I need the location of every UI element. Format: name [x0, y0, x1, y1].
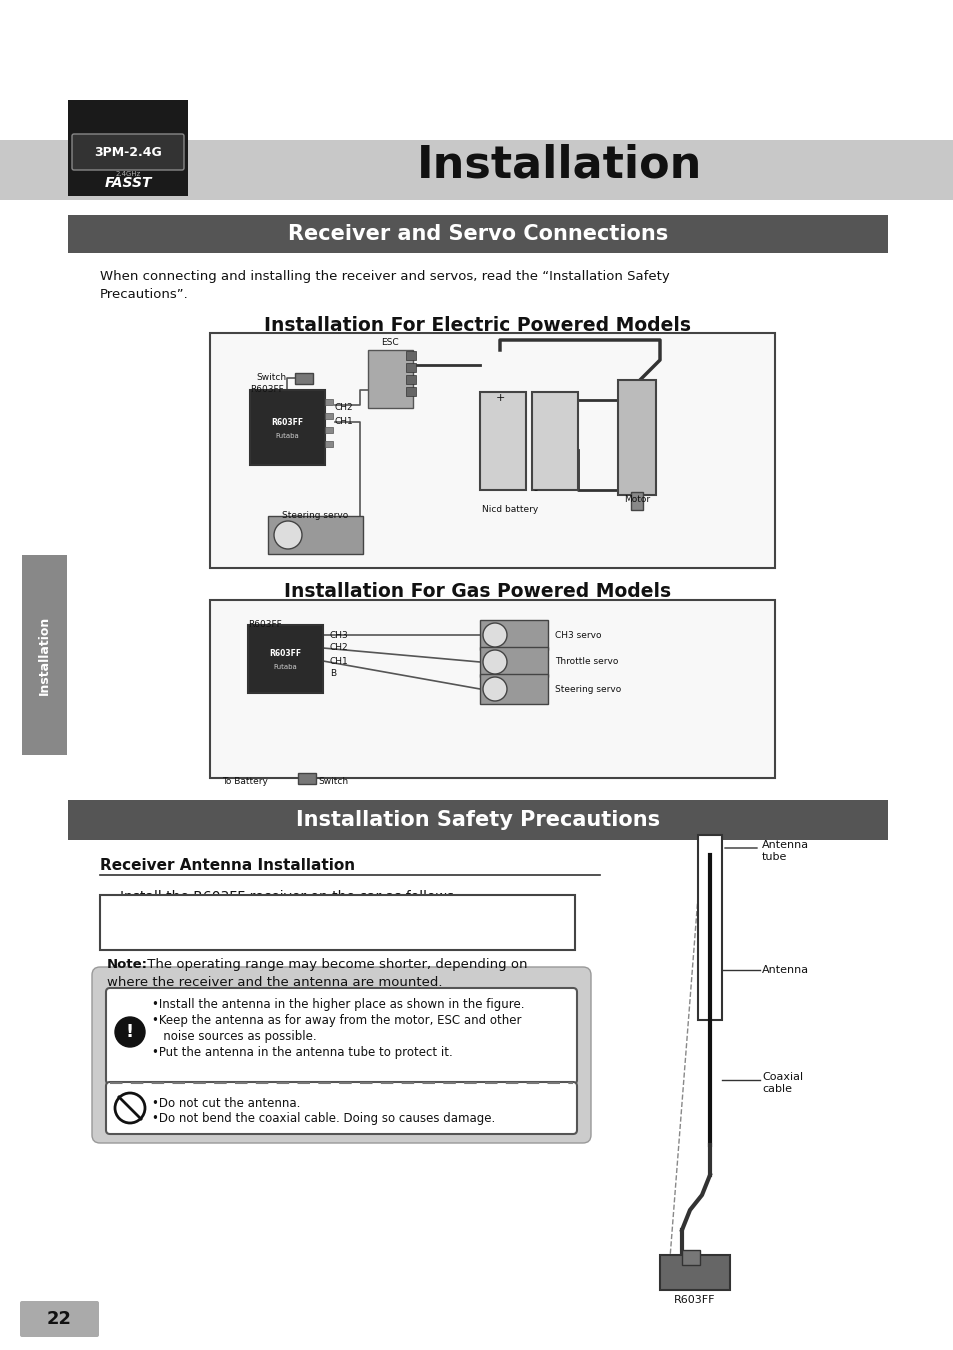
- Text: Install the R603FF receiver on the car as follows:: Install the R603FF receiver on the car a…: [120, 890, 458, 905]
- Bar: [68, 100, 188, 196]
- Text: CH3 servo: CH3 servo: [555, 630, 601, 640]
- Text: Warning: Warning: [142, 987, 273, 1015]
- Bar: [297, 774, 315, 784]
- Circle shape: [482, 649, 506, 674]
- Text: CH1: CH1: [335, 417, 354, 427]
- Text: FASST: FASST: [104, 176, 152, 190]
- Text: Antenna: Antenna: [761, 965, 808, 975]
- Text: Receiver and Servo Connections: Receiver and Servo Connections: [288, 224, 667, 244]
- Text: Installation For Electric Powered Models: Installation For Electric Powered Models: [264, 316, 691, 335]
- Text: 3PM-2.4G: 3PM-2.4G: [94, 146, 162, 158]
- FancyBboxPatch shape: [106, 1081, 577, 1134]
- Bar: [210, 599, 774, 778]
- Bar: [325, 400, 333, 405]
- Text: 2.4GHz: 2.4GHz: [115, 171, 140, 177]
- Text: Precautions”.: Precautions”.: [100, 288, 189, 301]
- Text: R603FF: R603FF: [269, 649, 301, 659]
- Text: Futaba: Futaba: [274, 432, 298, 439]
- Text: Steering servo: Steering servo: [281, 512, 348, 520]
- Text: 22: 22: [47, 1310, 71, 1328]
- Text: noise sources as possible.: noise sources as possible.: [152, 1030, 316, 1044]
- Text: •Install the antenna in the higher place as shown in the figure.: •Install the antenna in the higher place…: [152, 998, 524, 1011]
- Text: R603FF: R603FF: [674, 1295, 715, 1305]
- Text: Installation For Gas Powered Models: Installation For Gas Powered Models: [284, 582, 671, 601]
- Bar: [22, 555, 67, 755]
- Bar: [698, 836, 721, 1021]
- Text: CH2: CH2: [335, 402, 354, 412]
- Circle shape: [482, 676, 506, 701]
- Bar: [368, 350, 413, 408]
- Bar: [100, 895, 575, 950]
- Bar: [618, 379, 656, 495]
- Bar: [406, 363, 416, 373]
- FancyBboxPatch shape: [20, 1301, 99, 1336]
- Text: Installation Safety Precautions: Installation Safety Precautions: [295, 810, 659, 830]
- Text: Throttle servo: Throttle servo: [555, 657, 618, 667]
- Circle shape: [115, 1017, 145, 1048]
- Text: Coaxial
cable: Coaxial cable: [761, 1072, 802, 1094]
- Bar: [68, 801, 887, 840]
- Text: R603FF: R603FF: [248, 620, 281, 629]
- Bar: [325, 441, 333, 447]
- Text: R603FF: R603FF: [250, 385, 283, 394]
- Text: +: +: [495, 393, 504, 404]
- Bar: [250, 390, 325, 464]
- Bar: [681, 1250, 700, 1265]
- Text: Nicd battery: Nicd battery: [481, 505, 537, 514]
- Bar: [659, 1256, 729, 1291]
- Text: B: B: [330, 670, 335, 679]
- Text: -: -: [533, 485, 537, 495]
- Text: The operating range may become shorter, depending on: The operating range may become shorter, …: [143, 958, 527, 971]
- Text: Steering servo: Steering servo: [555, 684, 620, 694]
- Circle shape: [274, 521, 302, 549]
- Text: Antenna
tube: Antenna tube: [761, 840, 808, 861]
- Text: To Battery: To Battery: [222, 778, 268, 787]
- Text: CH2: CH2: [330, 644, 348, 652]
- Bar: [406, 351, 416, 360]
- Text: R603FF: R603FF: [271, 418, 303, 427]
- Text: CH3: CH3: [330, 630, 349, 640]
- Text: Note:: Note:: [107, 958, 148, 971]
- Text: •Put the antenna in the antenna tube to protect it.: •Put the antenna in the antenna tube to …: [152, 1046, 453, 1058]
- Bar: [630, 491, 642, 510]
- Text: ⚠: ⚠: [118, 990, 140, 1014]
- Text: •Do not cut the antenna.: •Do not cut the antenna.: [152, 1098, 300, 1110]
- Bar: [479, 647, 547, 676]
- Bar: [268, 516, 363, 554]
- Text: When connecting and installing the receiver and servos, read the “Installation S: When connecting and installing the recei…: [100, 270, 669, 284]
- Text: Installation: Installation: [37, 616, 51, 695]
- Text: ESC: ESC: [381, 338, 398, 347]
- Bar: [325, 427, 333, 433]
- Bar: [325, 413, 333, 418]
- Text: Futaba: Futaba: [273, 664, 296, 670]
- Text: CH1: CH1: [330, 656, 349, 666]
- Text: where the receiver and the antenna are mounted.: where the receiver and the antenna are m…: [107, 976, 442, 990]
- Bar: [479, 674, 547, 703]
- Text: Installation: Installation: [416, 143, 702, 186]
- Bar: [0, 140, 953, 200]
- Text: Switch: Switch: [255, 374, 286, 382]
- Text: •Do not bend the coaxial cable. Doing so causes damage.: •Do not bend the coaxial cable. Doing so…: [152, 1112, 495, 1125]
- Text: •Keep the antenna as for away from the motor, ESC and other: •Keep the antenna as for away from the m…: [152, 1014, 521, 1027]
- Text: Switch: Switch: [317, 778, 348, 787]
- Bar: [210, 333, 774, 568]
- Circle shape: [482, 622, 506, 647]
- FancyBboxPatch shape: [91, 967, 590, 1143]
- Bar: [294, 373, 313, 383]
- Bar: [406, 387, 416, 396]
- Text: Motor: Motor: [623, 495, 649, 505]
- Bar: [479, 620, 547, 649]
- Bar: [68, 215, 887, 252]
- Bar: [479, 392, 525, 490]
- Circle shape: [115, 1094, 145, 1123]
- FancyBboxPatch shape: [106, 988, 577, 1084]
- Text: !: !: [126, 1023, 134, 1041]
- Text: Receiver Antenna Installation: Receiver Antenna Installation: [100, 859, 355, 873]
- FancyBboxPatch shape: [71, 134, 184, 170]
- Bar: [406, 375, 416, 383]
- Bar: [248, 625, 323, 693]
- Bar: [532, 392, 578, 490]
